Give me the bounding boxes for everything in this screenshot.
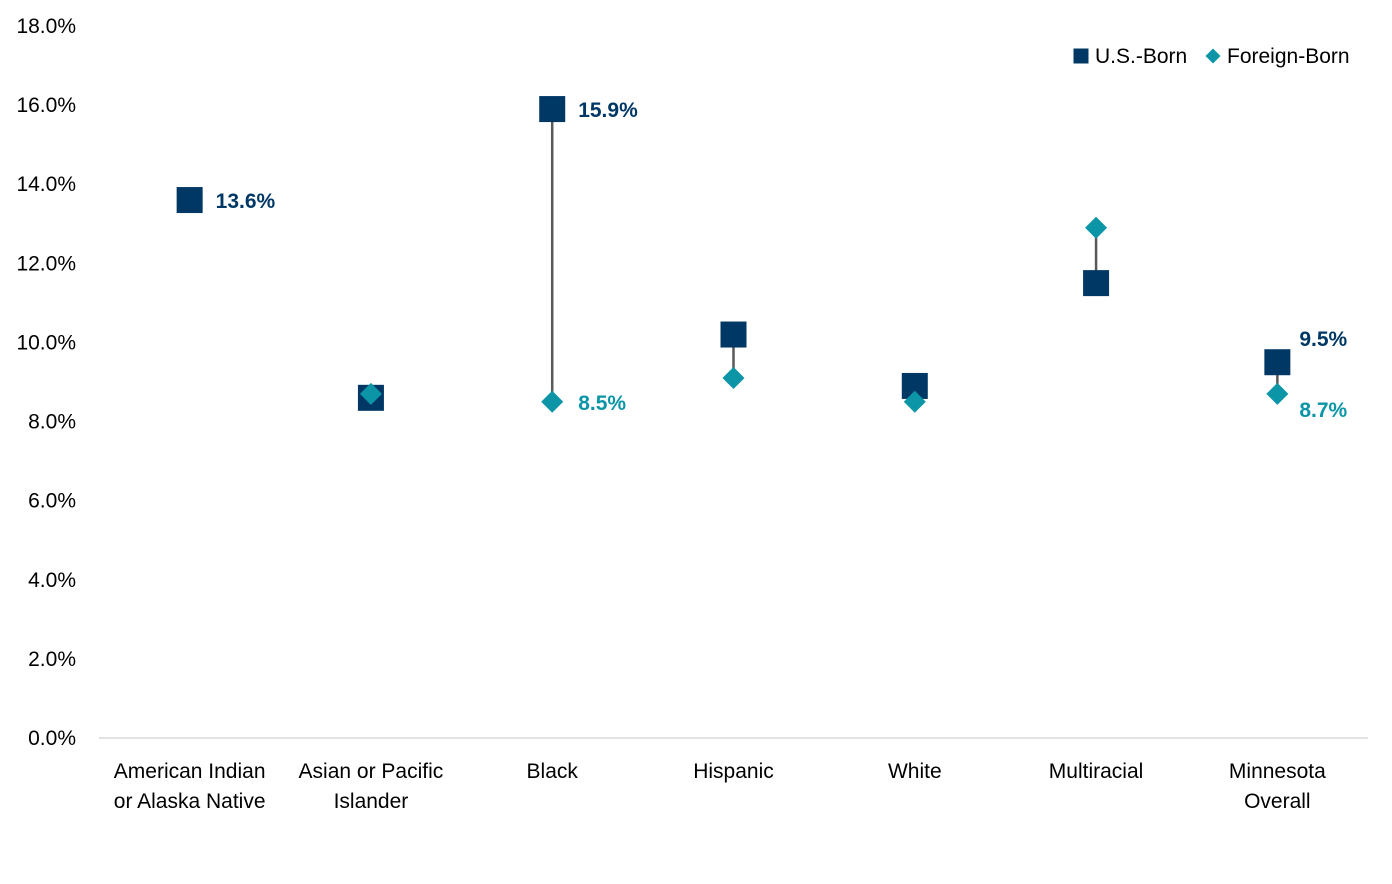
foreign-born-marker bbox=[1085, 216, 1108, 239]
category-label: White bbox=[888, 760, 942, 783]
legend: U.S.-Born Foreign-Born bbox=[1073, 45, 1350, 68]
legend-foreign-born-marker bbox=[1205, 48, 1221, 64]
foreign-born-marker bbox=[722, 367, 745, 390]
foreign-born-marker bbox=[541, 390, 564, 413]
category-label: Minnesota Overall bbox=[1229, 760, 1326, 813]
y-axis: 0.0% 2.0% 4.0% 6.0% 8.0% 10.0% 12.0% 14.0% 16.0%… bbox=[16, 15, 76, 750]
category-label: Black bbox=[527, 760, 579, 783]
foreign-born-marker bbox=[359, 382, 382, 405]
us-born-marker bbox=[1264, 349, 1291, 376]
us-born-marker bbox=[1083, 270, 1110, 297]
data-label: 9.5% bbox=[1299, 328, 1347, 351]
y-tick-label: 8.0% bbox=[28, 411, 76, 434]
category-label: Multiracial bbox=[1049, 760, 1144, 783]
data-label: 15.9% bbox=[578, 99, 638, 122]
category-label: American Indian or Alaska Native bbox=[114, 760, 266, 813]
us-born-marker bbox=[720, 321, 747, 348]
y-tick-label: 16.0% bbox=[16, 94, 76, 117]
y-tick-label: 0.0% bbox=[28, 727, 76, 750]
x-axis: American Indian or Alaska Native Asian or … bbox=[114, 760, 1326, 813]
legend-us-born-marker bbox=[1073, 48, 1089, 64]
category-label: Hispanic bbox=[693, 760, 774, 783]
legend-foreign-born-label: Foreign-Born bbox=[1227, 45, 1350, 68]
y-tick-label: 18.0% bbox=[16, 15, 76, 38]
foreign-born-marker bbox=[1266, 382, 1289, 405]
data-markers bbox=[176, 96, 1291, 413]
data-label: 8.7% bbox=[1299, 399, 1347, 422]
y-tick-label: 10.0% bbox=[16, 331, 76, 354]
us-born-marker bbox=[539, 96, 566, 123]
y-tick-label: 12.0% bbox=[16, 252, 76, 275]
us-born-marker bbox=[176, 187, 203, 214]
category-label: Asian or Pacific Islander bbox=[299, 760, 444, 813]
y-tick-label: 2.0% bbox=[28, 648, 76, 671]
data-labels: 13.6% 15.9% 8.5% 9.5% 8.7% bbox=[216, 99, 1348, 422]
legend-us-born-label: U.S.-Born bbox=[1095, 45, 1187, 68]
connector-lines bbox=[369, 109, 1279, 402]
foreign-born-marker bbox=[903, 390, 926, 413]
data-label: 13.6% bbox=[216, 190, 276, 213]
y-tick-label: 14.0% bbox=[16, 173, 76, 196]
y-tick-label: 6.0% bbox=[28, 490, 76, 513]
y-tick-label: 4.0% bbox=[28, 569, 76, 592]
data-label: 8.5% bbox=[578, 392, 626, 415]
